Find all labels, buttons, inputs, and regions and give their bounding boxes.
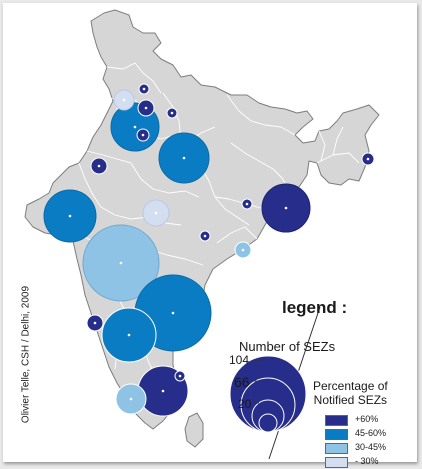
legend-class-45-60: 45-60% [325,428,415,441]
swatch-45-60 [325,429,348,440]
legend-leader-lines [253,359,264,404]
class-label: 30-45% [355,442,387,452]
author-credit: Olivier Telle, CSH / Delhi, 2009 [20,285,32,424]
swatch-plus60 [325,415,348,426]
legend-class-30-45: 30-45% [325,442,415,455]
percentage-title-line1: Percentage of [313,379,388,393]
class-label: 45-60% [355,428,387,438]
percentage-legend-title: Percentage of Notified SEZs [313,379,388,407]
legend-class-plus60: +60% [325,414,415,427]
legend-size-circles [229,355,307,433]
swatch-30-45 [325,443,348,454]
legend-class-minus30: - 30% [325,456,415,469]
india-sez-map [24,9,380,460]
percentage-title-line2: Notified SEZs [313,393,388,407]
size-label-104: 104 [229,353,250,367]
sri-lanka-island [184,412,204,448]
class-label: +60% [355,414,379,424]
class-label: - 30% [355,456,379,466]
centroid-dots [68,87,370,401]
swatch-minus30 [325,457,348,468]
size-label-20: 20 [238,397,252,411]
size-legend-title: Number of SEZs [239,339,336,354]
size-label-66: 66 [234,374,250,390]
map-frame: legend : Number of SEZs 104 66 20 Percen… [3,3,417,468]
legend-title: legend : [282,298,348,317]
